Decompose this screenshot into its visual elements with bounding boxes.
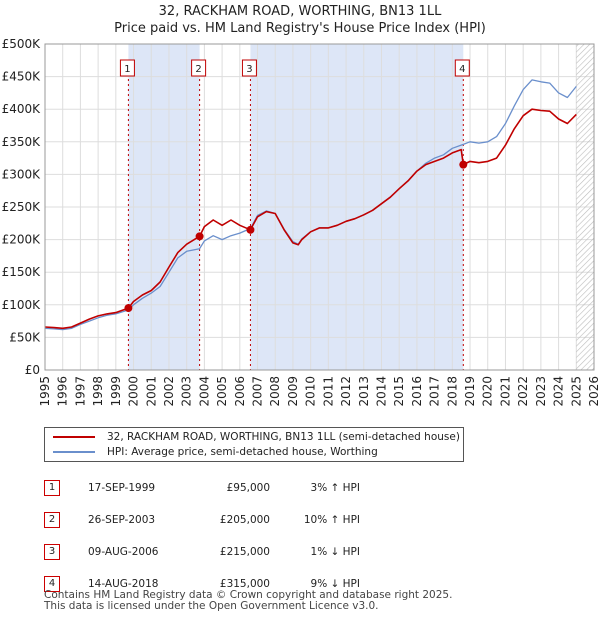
sale-marker-label: 2 <box>44 512 60 528</box>
sale-marker-box <box>454 59 470 77</box>
x-tick-label: 2004 <box>197 376 211 407</box>
sale-price: £205,000 <box>219 514 270 526</box>
sale-marker-label: 4 <box>44 576 60 592</box>
x-tick-label: 2026 <box>587 376 600 407</box>
x-tick-label: 2005 <box>215 376 229 407</box>
x-tick-label: 1995 <box>38 376 52 407</box>
sale-hpi-diff: 10% ↑ HPI <box>303 514 360 526</box>
sale-date: 17-SEP-1999 <box>88 482 156 494</box>
x-tick-label: 2013 <box>357 376 371 407</box>
chart-title: 32, RACKHAM ROAD, WORTHING, BN13 1LL <box>158 4 442 19</box>
y-tick-label: £450K <box>2 70 42 84</box>
x-tick-label: 2012 <box>339 376 353 407</box>
sale-price: £95,000 <box>226 482 270 494</box>
sale-date: 09-AUG-2006 <box>88 546 159 558</box>
legend-swatch-property <box>53 436 95 438</box>
footer-line-license: This data is licensed under the Open Gov… <box>44 600 379 612</box>
legend-item-hpi: HPI: Average price, semi-detached house,… <box>53 445 378 459</box>
table-row: 3 09-AUG-2006 £215,000 1% ↓ HPI <box>44 536 360 568</box>
x-tick-label: 1997 <box>73 376 87 407</box>
y-tick-label: £200K <box>2 233 42 247</box>
sale-point <box>195 232 204 241</box>
y-tick-label: £300K <box>2 167 42 181</box>
y-tick-label: £150K <box>2 265 42 279</box>
sale-marker-number: 4 <box>459 64 465 75</box>
x-tick-label: 1996 <box>56 376 70 407</box>
sale-marker-number: 2 <box>195 64 201 75</box>
table-row: 2 26-SEP-2003 £205,000 10% ↑ HPI <box>44 504 360 536</box>
y-tick-label: £400K <box>2 102 42 116</box>
legend-item-property: 32, RACKHAM ROAD, WORTHING, BN13 1LL (se… <box>53 430 460 444</box>
table-row: 4 14-AUG-2018 £315,000 9% ↓ HPI <box>44 568 360 600</box>
x-tick-label: 2019 <box>463 376 477 407</box>
sale-marker-label: 1 <box>44 480 60 496</box>
x-tick-label: 2002 <box>162 376 176 407</box>
forecast-hatch <box>576 44 594 370</box>
x-tick-label: 2017 <box>428 376 442 407</box>
x-tick-label: 2024 <box>552 376 566 407</box>
table-row: 1 17-SEP-1999 £95,000 3% ↑ HPI <box>44 472 360 504</box>
x-tick-label: 2011 <box>321 376 335 407</box>
legend-label-property: 32, RACKHAM ROAD, WORTHING, BN13 1LL (se… <box>107 431 460 443</box>
sale-hpi-diff: 3% ↑ HPI <box>310 482 360 494</box>
y-tick-label: £100K <box>2 298 42 312</box>
sale-date: 26-SEP-2003 <box>88 514 156 526</box>
sale-marker-box <box>241 59 257 77</box>
y-tick-label: £0 <box>25 363 40 377</box>
x-tick-label: 2022 <box>516 376 530 407</box>
x-tick-label: 2001 <box>144 376 158 407</box>
x-tick-label: 2016 <box>410 376 424 407</box>
sale-marker-box <box>119 59 135 77</box>
x-tick-label: 2009 <box>286 376 300 407</box>
x-tick-label: 2010 <box>304 376 318 407</box>
y-tick-label: £500K <box>2 37 42 51</box>
y-tick-label: £250K <box>2 200 42 214</box>
sale-point <box>124 304 133 313</box>
x-tick-label: 2003 <box>180 376 194 407</box>
x-tick-label: 2008 <box>268 376 282 407</box>
x-tick-label: 2018 <box>445 376 459 407</box>
sale-date: 14-AUG-2018 <box>88 578 159 590</box>
sale-point <box>459 160 468 169</box>
legend: 32, RACKHAM ROAD, WORTHING, BN13 1LL (se… <box>44 427 464 462</box>
x-tick-label: 2023 <box>534 376 548 407</box>
chart-subtitle: Price paid vs. HM Land Registry's House … <box>114 21 486 36</box>
legend-label-hpi: HPI: Average price, semi-detached house,… <box>107 446 378 458</box>
sale-marker-label: 3 <box>44 544 60 560</box>
sale-hpi-diff: 1% ↓ HPI <box>310 546 360 558</box>
sale-marker-number: 1 <box>124 64 130 75</box>
x-tick-label: 2007 <box>251 376 265 407</box>
footer-line-copyright: Contains HM Land Registry data © Crown c… <box>44 589 453 601</box>
x-tick-label: 2025 <box>569 376 583 407</box>
price-chart: 1 2 3 4 £0 £50K £100K £150K £200K £250K £300K £350… <box>2 37 600 407</box>
y-tick-label: £50K <box>9 330 41 344</box>
sale-price: £315,000 <box>219 578 270 590</box>
footer-attribution: Contains HM Land Registry data © Crown c… <box>44 590 452 612</box>
x-tick-label: 2020 <box>481 376 495 407</box>
plot-area-border <box>44 43 595 371</box>
x-tick-label: 2015 <box>392 376 406 407</box>
x-tick-label: 2014 <box>374 376 388 407</box>
x-tick-label: 1998 <box>91 376 105 407</box>
sale-price: £215,000 <box>219 546 270 558</box>
y-tick-label: £350K <box>2 135 42 149</box>
x-tick-label: 2006 <box>233 376 247 407</box>
sales-table: 1 17-SEP-1999 £95,000 3% ↑ HPI 2 26-SEP-… <box>44 472 360 600</box>
sale-marker-number: 3 <box>246 64 252 75</box>
legend-swatch-hpi <box>53 451 95 453</box>
sale-marker-box <box>191 59 207 77</box>
x-tick-label: 2021 <box>498 376 512 407</box>
property-price-line <box>44 108 577 330</box>
sale-point <box>246 225 255 234</box>
x-tick-label: 1999 <box>109 376 123 407</box>
sale-hpi-diff: 9% ↓ HPI <box>310 578 360 590</box>
x-tick-label: 2000 <box>127 376 141 407</box>
